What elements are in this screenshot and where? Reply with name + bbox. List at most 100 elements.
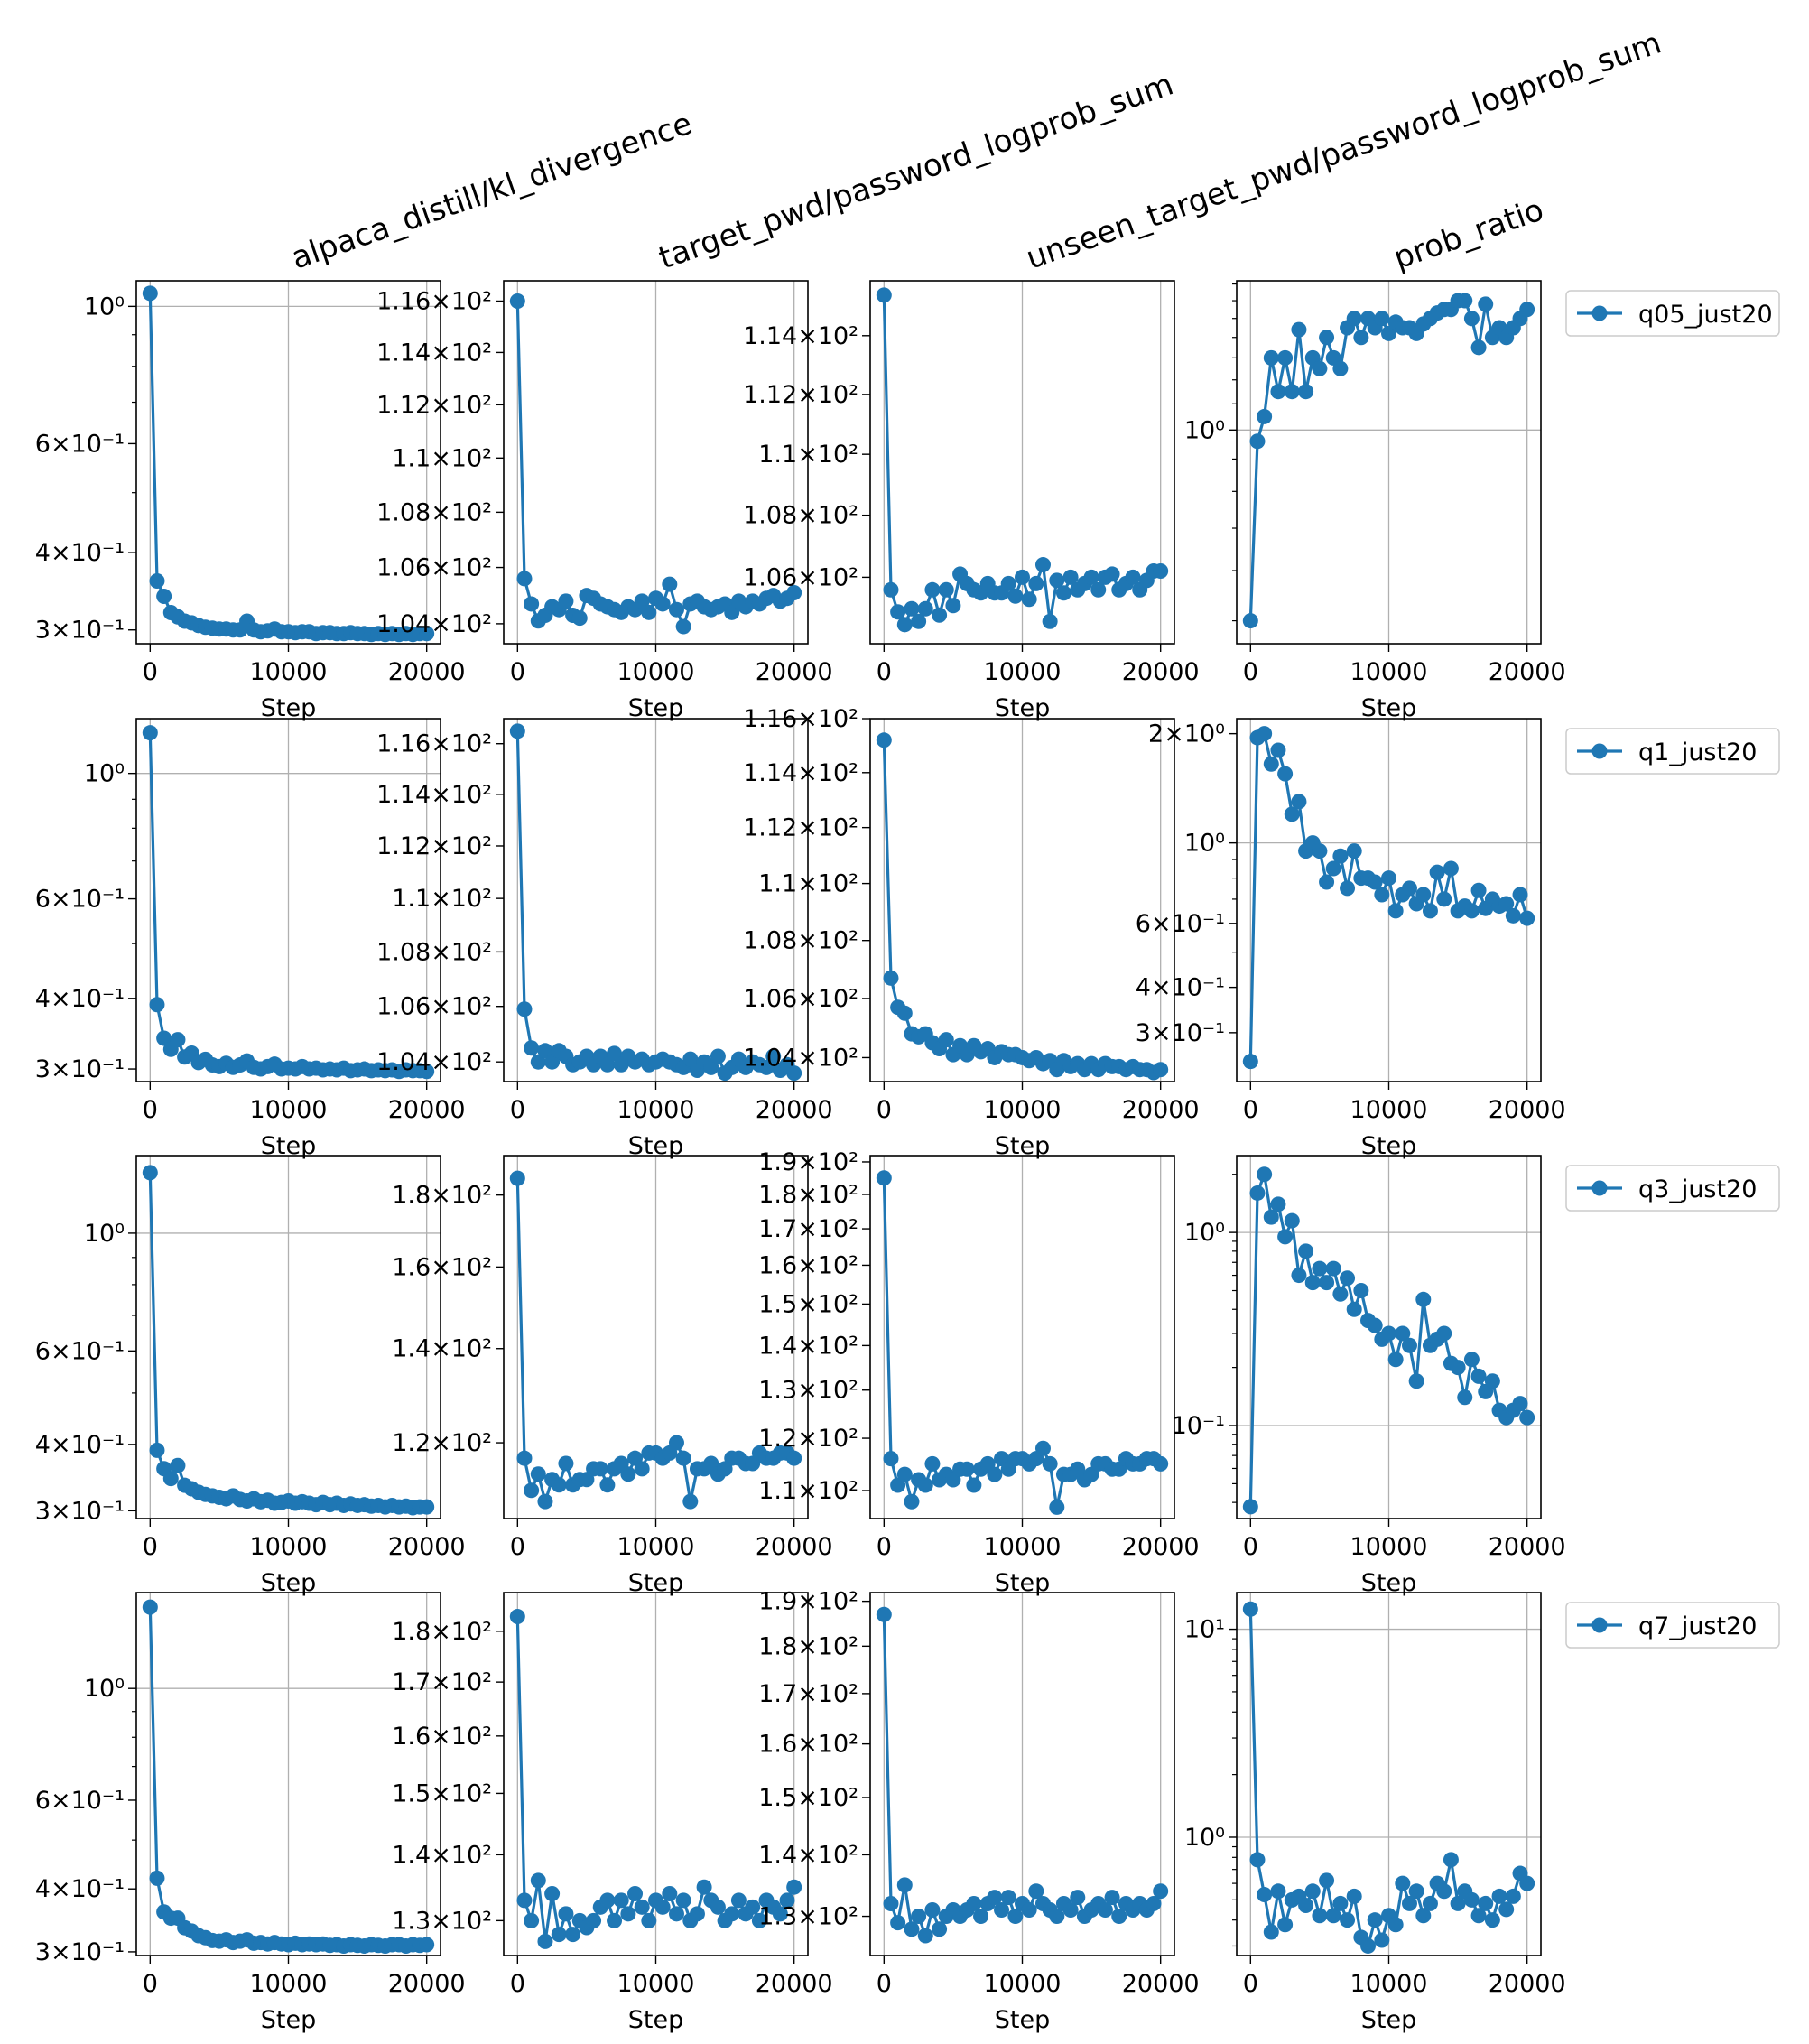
data-point [1034, 1440, 1051, 1456]
data-point [530, 1054, 546, 1070]
legend-row-1: q1_just20 [1565, 728, 1780, 775]
data-point [149, 1442, 165, 1458]
data-point [599, 1892, 616, 1909]
data-point [1263, 349, 1279, 366]
data-point [1332, 1895, 1349, 1911]
y-tick-label: 1.6×10² [758, 1251, 858, 1279]
y-tick-label: 1.04×10² [376, 610, 492, 638]
data-point [142, 1599, 158, 1615]
data-point [1422, 903, 1438, 919]
data-point [524, 1040, 540, 1056]
legend-label: q05_just20 [1638, 301, 1773, 329]
data-point [1270, 384, 1286, 400]
data-point [1319, 1872, 1335, 1889]
data-point [1270, 1196, 1286, 1212]
data-point [1007, 588, 1024, 604]
y-tick-label: 1.5×10² [758, 1290, 858, 1318]
data-point [1270, 1883, 1286, 1900]
y-tick-label: 1.14×10² [376, 781, 492, 809]
data-point [1484, 1912, 1500, 1928]
x-tick-label: 0 [877, 1533, 892, 1561]
data-point [730, 1892, 747, 1909]
data-point [1319, 1275, 1335, 1291]
x-tick-label: 10000 [617, 658, 695, 686]
data-point [1519, 302, 1535, 318]
y-tick-label: 4×10⁻¹ [35, 539, 125, 567]
data-point [170, 1457, 186, 1473]
y-tick-label: 1.8×10² [392, 1182, 492, 1210]
data-point [613, 1892, 629, 1909]
data-point [896, 1877, 913, 1893]
x-tick-label: 0 [143, 1970, 158, 1998]
x-tick-label: 0 [510, 1970, 525, 1998]
legend-label: q1_just20 [1638, 739, 1757, 766]
y-tick-label: 1.14×10² [376, 339, 492, 367]
data-point [1284, 1212, 1300, 1229]
y-tick-label: 1.12×10² [743, 814, 858, 842]
x-tick-label: 0 [143, 1533, 158, 1561]
y-tick-label: 1.6×10² [758, 1731, 858, 1759]
data-point [1340, 1270, 1356, 1287]
y-tick-label: 10⁻¹ [1172, 1412, 1225, 1440]
data-point [641, 1912, 657, 1928]
data-point [675, 618, 691, 635]
data-point [516, 571, 533, 587]
data-point [890, 1915, 906, 1931]
x-tick-label: 20000 [1489, 1970, 1566, 1998]
x-tick-label: 20000 [1122, 1970, 1200, 1998]
y-tick-label: 1.06×10² [376, 554, 492, 582]
legend-marker [1591, 1180, 1608, 1196]
x-axis-label: Step [261, 2006, 316, 2034]
legend-row-0: q05_just20 [1565, 290, 1780, 337]
y-tick-label: 1.3×10² [758, 1377, 858, 1405]
data-point [634, 593, 650, 609]
x-tick-label: 0 [1243, 1533, 1258, 1561]
x-tick-label: 20000 [1122, 658, 1200, 686]
data-point [1457, 1389, 1473, 1406]
data-point [1153, 1062, 1169, 1078]
data-point [607, 1045, 623, 1062]
y-tick-label: 1.12×10² [376, 832, 492, 860]
data-point [1367, 1912, 1383, 1928]
y-tick-label: 1.5×10² [392, 1779, 492, 1807]
data-point [509, 293, 525, 309]
data-point [654, 1899, 671, 1915]
data-point [620, 1466, 636, 1482]
data-point [917, 1928, 933, 1944]
y-tick-label: 3×10⁻¹ [35, 1497, 125, 1525]
x-tick-label: 10000 [1350, 1533, 1428, 1561]
data-point [1153, 1883, 1169, 1900]
x-tick-label: 20000 [756, 1096, 833, 1124]
y-tick-label: 1.9×10² [758, 1588, 858, 1616]
y-tick-label: 6×10⁻¹ [35, 1337, 125, 1365]
data-point [1463, 1891, 1480, 1908]
data-point [1505, 1888, 1521, 1904]
y-tick-label: 1.7×10² [758, 1680, 858, 1708]
data-point [1325, 860, 1341, 877]
y-tick-label: 1.06×10² [743, 563, 858, 591]
data-point [994, 1902, 1010, 1919]
data-point [1125, 569, 1141, 585]
data-point [1463, 1352, 1480, 1368]
data-point [1346, 1888, 1362, 1904]
data-point [571, 610, 588, 627]
data-point [516, 1001, 533, 1017]
y-tick-label: 1.6×10² [392, 1253, 492, 1281]
data-point [1367, 874, 1383, 890]
x-tick-label: 0 [877, 1970, 892, 1998]
x-tick-label: 0 [877, 1096, 892, 1124]
data-point [1090, 581, 1107, 598]
data-point [945, 598, 961, 614]
data-point [551, 1477, 567, 1493]
x-tick-label: 10000 [1350, 1096, 1428, 1124]
data-point [1505, 907, 1521, 924]
data-point [1381, 1325, 1396, 1342]
data-point [710, 1048, 726, 1064]
y-tick-label: 1.3×10² [758, 1903, 858, 1931]
panel-r1-c1: 1.16×10² 1.14×10² 1.12×10² 1.1×10² 1.08×10² 1… [376, 718, 833, 1160]
data-point [876, 1606, 892, 1622]
x-tick-label: 10000 [250, 1970, 328, 1998]
